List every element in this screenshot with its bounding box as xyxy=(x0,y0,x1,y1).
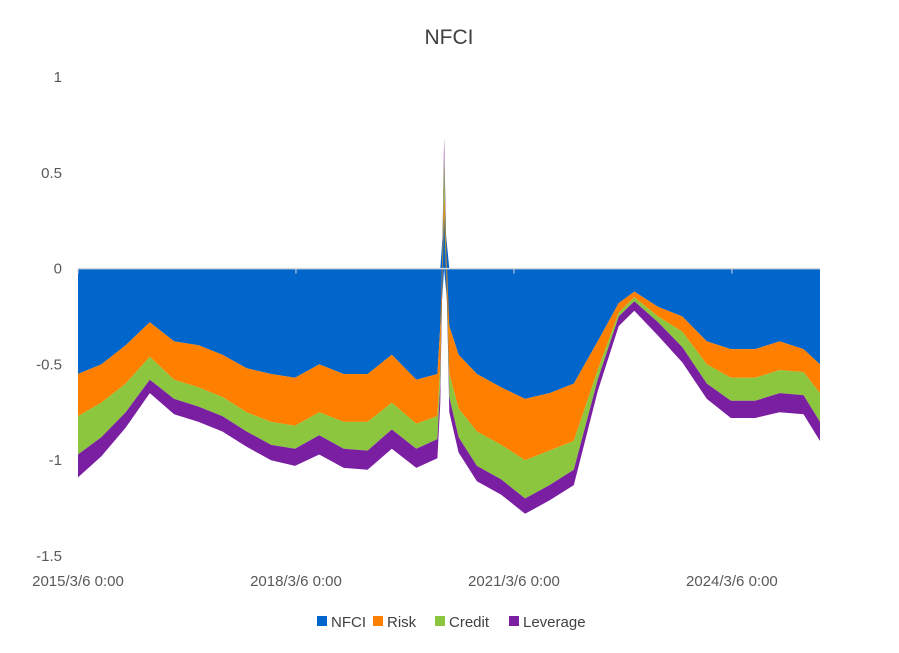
area-credit xyxy=(78,153,820,499)
legend-label-nfci: NFCI xyxy=(331,614,366,631)
legend-swatch-credit xyxy=(435,616,445,626)
legend-label-risk: Risk xyxy=(387,614,417,631)
chart-title: NFCI xyxy=(425,26,474,49)
y-tick-label: 0.5 xyxy=(41,165,62,182)
y-tick-label: 0 xyxy=(54,261,62,278)
y-tick-label: -1.5 xyxy=(36,548,62,565)
y-tick-label: 1 xyxy=(54,69,62,86)
area-risk xyxy=(78,192,820,461)
y-axis: 1 0.5 0 -0.5 -1 -1.5 xyxy=(36,69,62,565)
x-tick-label: 2018/3/6 0:00 xyxy=(250,573,342,590)
y-tick-label: -1 xyxy=(49,452,62,469)
plot-area xyxy=(78,138,820,514)
x-axis: 2015/3/6 0:00 2018/3/6 0:00 2021/3/6 0:00 2… xyxy=(32,267,820,590)
x-tick-label: 2021/3/6 0:00 xyxy=(468,573,560,590)
legend-swatch-leverage xyxy=(509,616,519,626)
legend-label-leverage: Leverage xyxy=(523,614,586,631)
legend-swatch-risk xyxy=(373,616,383,626)
legend: NFCI Risk Credit Leverage xyxy=(317,614,586,631)
legend-label-credit: Credit xyxy=(449,614,490,631)
legend-swatch-nfci xyxy=(317,616,327,626)
y-tick-label: -0.5 xyxy=(36,356,62,373)
x-tick-label: 2015/3/6 0:00 xyxy=(32,573,124,590)
x-tick-label: 2024/3/6 0:00 xyxy=(686,573,778,590)
area-nfci xyxy=(78,215,820,399)
